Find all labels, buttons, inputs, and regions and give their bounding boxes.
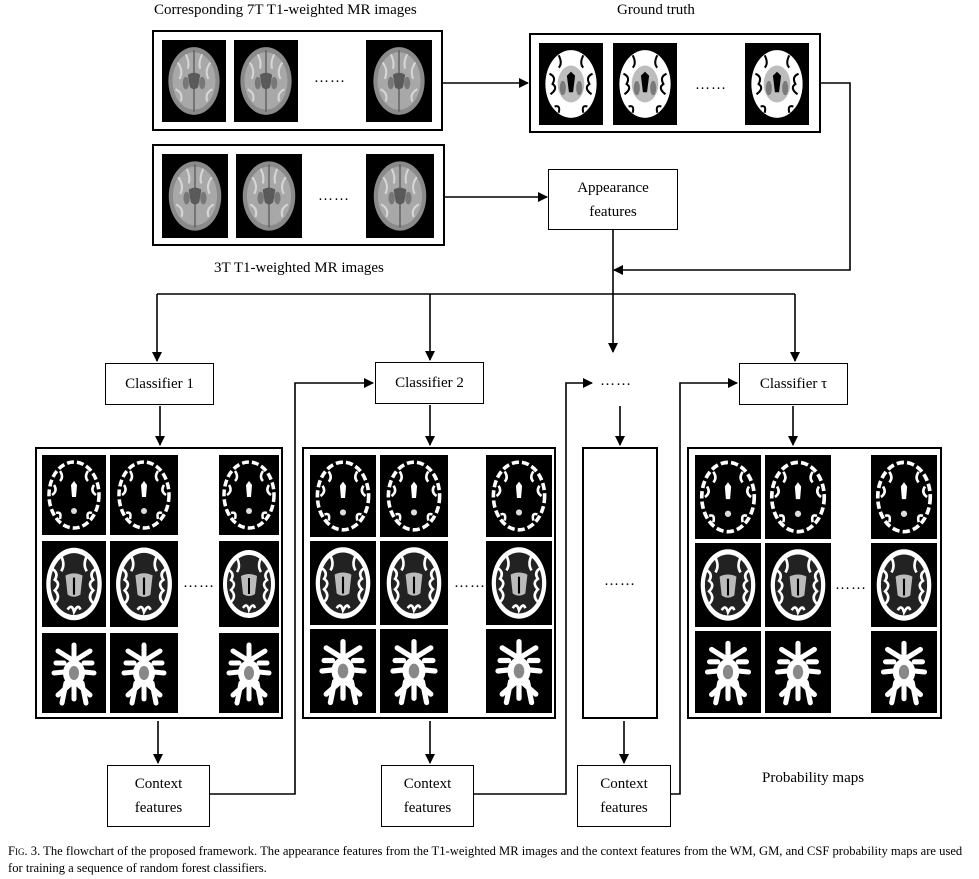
context-features-1-line2: features (134, 800, 183, 816)
csf-map-2 (380, 629, 448, 713)
classifier-tau-label: Classifier τ (759, 376, 828, 392)
ground-truth-strip: …… (529, 33, 821, 133)
mr7t-image-n (366, 40, 432, 122)
csf-map-n (219, 633, 279, 713)
classifier-ellipsis: …… (600, 373, 632, 389)
mr7t-image-1 (162, 40, 226, 122)
mr7t-ellipsis: …… (314, 70, 346, 86)
wm-map-2 (380, 455, 448, 537)
probability-maps-panel-2: …… (302, 447, 556, 719)
mr3t-image-strip: …… (152, 144, 445, 246)
context-features-3-line1: Context (600, 776, 648, 792)
gm-map-n (219, 541, 279, 627)
wm-map-1 (42, 455, 106, 535)
ground-truth-label: Ground truth (617, 2, 695, 18)
gm-map-2 (380, 541, 448, 625)
classifier-2-box: Classifier 2 (375, 362, 484, 404)
mr7t-image-strip: …… (152, 30, 443, 131)
probability-maps-label: Probability maps (762, 770, 865, 786)
csf-map-2 (765, 631, 831, 713)
figure-caption: Fig. 3. The flowchart of the proposed fr… (8, 843, 973, 877)
wm-map-1 (695, 455, 761, 539)
classifier-2-label: Classifier 2 (395, 375, 464, 391)
mr3t-ellipsis: …… (318, 188, 350, 204)
context-features-2-line2: features (403, 800, 452, 816)
classifier-tau-box: Classifier τ (739, 363, 848, 405)
ground-truth-image-n (745, 43, 809, 125)
probability-maps-panel-tau: …… (687, 447, 942, 719)
panel-2-ellipsis: …… (454, 575, 486, 591)
gm-map-n (486, 541, 552, 625)
appearance-features-line2: features (589, 203, 637, 220)
wm-map-n (486, 455, 552, 537)
wm-map-2 (110, 455, 178, 535)
gm-map-n (871, 543, 937, 627)
classifier-1-label: Classifier 1 (125, 376, 194, 392)
mr3t-label: 3T T1-weighted MR images (214, 260, 384, 276)
panel-1-ellipsis: …… (183, 575, 215, 591)
csf-map-n (486, 629, 552, 713)
context-features-box-2: Context features (381, 765, 474, 827)
gm-map-1 (695, 543, 761, 627)
csf-map-n (871, 631, 937, 713)
csf-map-1 (42, 633, 106, 713)
gm-map-2 (765, 543, 831, 627)
context-features-box-1: Context features (107, 765, 210, 827)
context-features-1-line1: Context (134, 776, 183, 792)
context-features-2-line1: Context (403, 776, 452, 792)
mr7t-label: Corresponding 7T T1-weighted MR images (154, 2, 417, 18)
wm-map-n (219, 455, 279, 535)
gm-map-1 (42, 541, 106, 627)
probability-maps-panel-1: …… (35, 447, 283, 719)
gm-map-2 (110, 541, 178, 627)
mr7t-image-2 (234, 40, 298, 122)
appearance-features-line1: Appearance (577, 179, 649, 196)
probability-maps-placeholder-panel: …… (582, 447, 658, 719)
ground-truth-image-1 (539, 43, 603, 125)
context-features-box-3: Context features (577, 765, 671, 827)
classifier-1-box: Classifier 1 (105, 363, 214, 405)
figure-number: Fig. 3. (8, 844, 41, 858)
context-features-3-line2: features (600, 800, 648, 816)
gm-map-1 (310, 541, 376, 625)
mr3t-image-n (366, 154, 434, 238)
mr3t-image-1 (162, 154, 228, 238)
csf-map-1 (310, 629, 376, 713)
csf-map-1 (695, 631, 761, 713)
panel-tau-ellipsis: …… (835, 577, 867, 593)
placeholder-ellipsis: …… (604, 573, 636, 589)
appearance-features-box: Appearance features (548, 169, 678, 230)
ground-truth-ellipsis: …… (695, 77, 727, 93)
mr3t-image-2 (236, 154, 302, 238)
wm-map-1 (310, 455, 376, 537)
wm-map-2 (765, 455, 831, 539)
csf-map-2 (110, 633, 178, 713)
ground-truth-image-2 (613, 43, 677, 125)
wm-map-n (871, 455, 937, 539)
figure-caption-text: The flowchart of the proposed framework.… (8, 844, 963, 875)
